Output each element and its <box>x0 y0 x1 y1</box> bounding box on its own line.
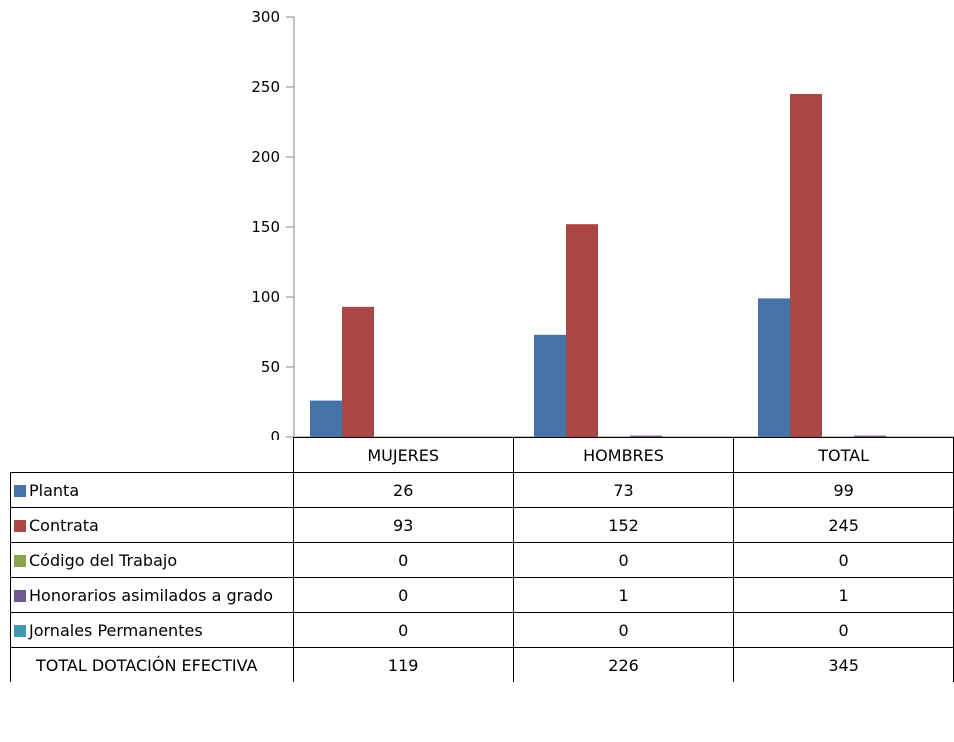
data-label: 0 <box>733 612 954 648</box>
table-row: Jornales Permanentes 0 0 0 <box>10 612 954 648</box>
table-header-row: MUJERES HOMBRES TOTAL <box>10 437 954 473</box>
bar-chart: 0 50 100 150 200 250 300 <box>251 8 954 440</box>
data-label: 0 <box>733 542 954 578</box>
table-corner-cell <box>10 437 294 473</box>
data-label: 0 <box>292 612 514 648</box>
legend-key <box>14 555 26 567</box>
legend-key <box>14 625 26 637</box>
table-row: Honorarios asimilados a grado 0 1 1 <box>10 577 954 613</box>
bar-planta-total <box>758 298 790 437</box>
data-label: 0 <box>512 542 735 578</box>
data-table: MUJERES HOMBRES TOTAL Planta 26 73 99 Contrata 9… <box>10 437 954 682</box>
bar-contrata-total <box>790 94 822 437</box>
bar-planta-mujeres <box>310 400 342 437</box>
legend-entry: Planta <box>10 472 294 508</box>
data-label: 1 <box>512 577 735 613</box>
legend-key <box>14 590 26 602</box>
chart-bars <box>310 94 886 437</box>
category-label: TOTAL <box>733 437 954 473</box>
bar-contrata-hombres <box>566 224 598 437</box>
total-value: 119 <box>292 647 514 682</box>
series-name: Contrata <box>29 516 99 535</box>
bar-planta-hombres <box>534 334 566 437</box>
table-row: Código del Trabajo 0 0 0 <box>10 542 954 578</box>
bar-contrata-mujeres <box>342 306 374 437</box>
table-row: Contrata 93 152 245 <box>10 507 954 543</box>
y-tick-label: 100 <box>251 288 280 306</box>
legend-key <box>14 520 26 532</box>
data-label: 99 <box>733 472 954 508</box>
y-tick-label: 0 <box>270 428 280 440</box>
data-label: 73 <box>512 472 735 508</box>
bar-honorarios-asimilados-a-grado-total <box>854 435 886 437</box>
total-value: 345 <box>733 647 954 682</box>
series-name: Planta <box>29 481 80 500</box>
data-label: 93 <box>292 507 514 543</box>
data-label: 152 <box>512 507 735 543</box>
y-tick-label: 300 <box>251 8 280 26</box>
total-label-cell: TOTAL DOTACIÓN EFECTIVA <box>10 647 294 682</box>
bar-honorarios-asimilados-a-grado-hombres <box>630 435 662 437</box>
y-tick-label: 50 <box>261 358 280 376</box>
y-tick-label: 200 <box>251 148 280 166</box>
data-label: 0 <box>292 577 514 613</box>
y-tick-label: 250 <box>251 78 280 96</box>
category-label: HOMBRES <box>512 437 735 473</box>
data-label: 0 <box>512 612 735 648</box>
category-label: MUJERES <box>292 437 514 473</box>
table-total-row: TOTAL DOTACIÓN EFECTIVA 119 226 345 <box>10 647 954 682</box>
legend-entry: Honorarios asimilados a grado <box>10 577 294 613</box>
data-label: 1 <box>733 577 954 613</box>
legend-entry: Contrata <box>10 507 294 543</box>
table-row: Planta 26 73 99 <box>10 472 954 508</box>
legend-entry: Código del Trabajo <box>10 542 294 578</box>
y-tick-label: 150 <box>251 218 280 236</box>
series-name: Honorarios asimilados a grado <box>29 586 273 605</box>
total-value: 226 <box>512 647 735 682</box>
series-name: Código del Trabajo <box>29 551 178 570</box>
data-label: 26 <box>292 472 514 508</box>
data-label: 0 <box>292 542 514 578</box>
series-name: Jornales Permanentes <box>29 621 203 640</box>
legend-entry: Jornales Permanentes <box>10 612 294 648</box>
data-label: 245 <box>733 507 954 543</box>
legend-key <box>14 485 26 497</box>
total-label: TOTAL DOTACIÓN EFECTIVA <box>36 656 258 675</box>
